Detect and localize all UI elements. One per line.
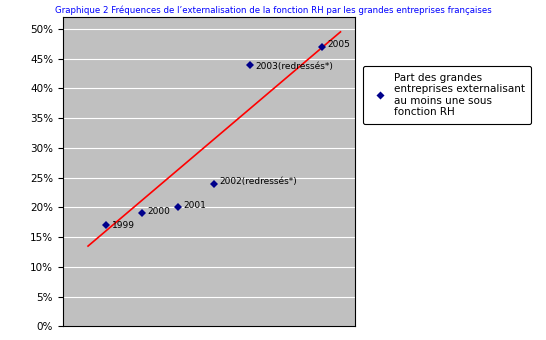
Text: 2000: 2000	[147, 207, 170, 216]
Text: 2005: 2005	[328, 40, 351, 49]
Legend: Part des grandes
entreprises externalisant
au moins une sous
fonction RH: Part des grandes entreprises externalisa…	[363, 66, 531, 124]
Text: 2003(redressés*): 2003(redressés*)	[256, 62, 334, 71]
Text: 1999: 1999	[111, 221, 134, 230]
Text: 2002(redressés*): 2002(redressés*)	[219, 177, 298, 186]
Text: Graphique 2 Fréquences de l’externalisation de la fonction RH par les grandes en: Graphique 2 Fréquences de l’externalisat…	[55, 5, 491, 15]
Text: 2001: 2001	[183, 201, 206, 210]
